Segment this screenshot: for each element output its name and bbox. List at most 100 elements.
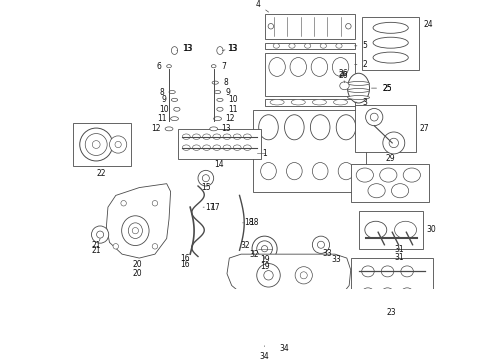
- Ellipse shape: [347, 73, 369, 103]
- Ellipse shape: [370, 113, 378, 121]
- Ellipse shape: [312, 162, 328, 180]
- Ellipse shape: [310, 115, 330, 140]
- Ellipse shape: [373, 52, 408, 63]
- Text: 33: 33: [326, 250, 341, 264]
- Text: 18: 18: [243, 218, 258, 227]
- Ellipse shape: [285, 115, 304, 140]
- Text: 13: 13: [221, 124, 231, 133]
- Ellipse shape: [217, 107, 223, 111]
- Ellipse shape: [268, 23, 273, 29]
- Ellipse shape: [121, 201, 126, 206]
- Text: 12: 12: [152, 124, 161, 133]
- Text: 32: 32: [249, 249, 259, 258]
- Text: 17: 17: [203, 203, 220, 212]
- Ellipse shape: [336, 115, 356, 140]
- Ellipse shape: [244, 145, 251, 150]
- Ellipse shape: [336, 44, 342, 48]
- Text: 9: 9: [225, 87, 230, 96]
- Ellipse shape: [347, 95, 369, 99]
- Text: 30: 30: [427, 225, 437, 234]
- Text: 16: 16: [180, 253, 190, 262]
- Ellipse shape: [373, 37, 408, 48]
- Ellipse shape: [403, 168, 420, 182]
- Text: 8: 8: [223, 78, 228, 87]
- Text: 2: 2: [355, 60, 367, 69]
- Ellipse shape: [318, 241, 324, 248]
- Bar: [73, 123, 131, 166]
- Ellipse shape: [152, 201, 158, 206]
- Polygon shape: [106, 184, 171, 258]
- Text: 25: 25: [371, 84, 392, 93]
- Ellipse shape: [203, 145, 211, 150]
- Text: 34: 34: [279, 344, 289, 353]
- Ellipse shape: [368, 184, 385, 198]
- Ellipse shape: [172, 98, 178, 102]
- Text: 34: 34: [260, 346, 270, 360]
- Text: 7: 7: [221, 62, 226, 71]
- Text: 1: 1: [262, 149, 267, 158]
- Text: 14: 14: [214, 160, 224, 169]
- Text: 31: 31: [394, 245, 404, 254]
- Text: 3: 3: [355, 98, 368, 107]
- Bar: [265, 99, 355, 106]
- Ellipse shape: [269, 58, 285, 76]
- Ellipse shape: [122, 216, 149, 246]
- Ellipse shape: [128, 223, 143, 238]
- Ellipse shape: [312, 99, 326, 105]
- Ellipse shape: [193, 134, 200, 139]
- Bar: [355, 105, 416, 152]
- Ellipse shape: [365, 221, 387, 238]
- Ellipse shape: [338, 162, 354, 180]
- Text: 11: 11: [228, 105, 237, 114]
- Bar: [253, 110, 367, 192]
- Ellipse shape: [340, 82, 349, 90]
- Ellipse shape: [347, 89, 369, 93]
- Text: 33: 33: [322, 249, 332, 258]
- Bar: [351, 164, 429, 202]
- Text: 22: 22: [97, 169, 106, 178]
- Ellipse shape: [92, 141, 100, 148]
- Ellipse shape: [257, 241, 272, 257]
- Ellipse shape: [80, 128, 113, 161]
- Text: 25: 25: [382, 84, 392, 93]
- Ellipse shape: [381, 288, 394, 299]
- Ellipse shape: [198, 170, 214, 186]
- Ellipse shape: [223, 134, 231, 139]
- Ellipse shape: [345, 23, 351, 29]
- Text: 27: 27: [419, 124, 429, 133]
- Ellipse shape: [113, 244, 119, 249]
- Text: 21: 21: [92, 241, 101, 250]
- Ellipse shape: [203, 134, 211, 139]
- Text: 8: 8: [160, 87, 164, 96]
- Ellipse shape: [217, 98, 223, 102]
- Ellipse shape: [182, 134, 190, 139]
- Text: 4: 4: [256, 0, 269, 12]
- Ellipse shape: [257, 264, 280, 287]
- Ellipse shape: [320, 44, 326, 48]
- Ellipse shape: [217, 46, 223, 54]
- Ellipse shape: [270, 99, 284, 105]
- Ellipse shape: [264, 271, 273, 280]
- Ellipse shape: [233, 145, 241, 150]
- Text: 24: 24: [423, 20, 433, 29]
- Text: 6: 6: [156, 62, 161, 71]
- Text: 5: 5: [355, 41, 368, 50]
- Text: 10: 10: [159, 105, 169, 114]
- Text: 32: 32: [241, 241, 254, 254]
- Ellipse shape: [312, 236, 330, 253]
- Ellipse shape: [171, 117, 178, 121]
- Ellipse shape: [362, 266, 374, 277]
- Text: 29: 29: [385, 154, 395, 163]
- Ellipse shape: [304, 44, 311, 48]
- Ellipse shape: [380, 168, 397, 182]
- Ellipse shape: [362, 288, 374, 299]
- Ellipse shape: [334, 99, 347, 105]
- Ellipse shape: [215, 90, 220, 94]
- Ellipse shape: [193, 145, 200, 150]
- Ellipse shape: [311, 58, 328, 76]
- Text: 19: 19: [260, 257, 270, 271]
- Bar: [265, 14, 355, 39]
- Polygon shape: [227, 301, 349, 343]
- Text: 23: 23: [387, 309, 396, 318]
- Bar: [351, 258, 433, 307]
